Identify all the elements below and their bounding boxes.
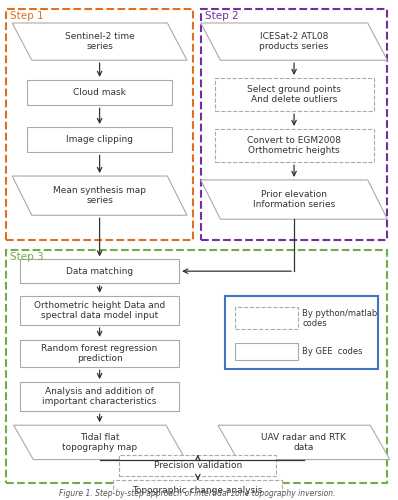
FancyBboxPatch shape [20,296,179,325]
Text: Image clipping: Image clipping [66,135,133,144]
Text: By GEE  codes: By GEE codes [302,347,363,356]
Polygon shape [14,425,185,460]
Text: Tidal flat
topography map: Tidal flat topography map [62,432,137,452]
Text: Step 3: Step 3 [10,252,44,262]
FancyBboxPatch shape [215,78,374,112]
Text: Analysis and addition of
important characteristics: Analysis and addition of important chara… [43,387,157,406]
Text: Convert to EGM2008
Orthometric heights: Convert to EGM2008 Orthometric heights [247,136,341,156]
Polygon shape [201,180,387,219]
FancyBboxPatch shape [20,260,179,283]
FancyBboxPatch shape [235,308,298,329]
Text: Orthometric height Data and
spectral data model input: Orthometric height Data and spectral dat… [34,300,165,320]
Text: Mean synthesis map
series: Mean synthesis map series [53,186,146,206]
Polygon shape [218,425,390,460]
Text: ICESat-2 ATL08
products series: ICESat-2 ATL08 products series [259,32,329,52]
Text: Sentinel-2 time
series: Sentinel-2 time series [65,32,135,52]
Text: Precision validation: Precision validation [154,461,242,470]
Text: Step 1: Step 1 [10,11,44,21]
Text: UAV radar and RTK
data: UAV radar and RTK data [261,432,346,452]
FancyBboxPatch shape [235,343,298,360]
Text: Select ground points
And delete outliers: Select ground points And delete outliers [247,85,341,104]
Text: Cloud mask: Cloud mask [73,88,126,97]
Text: By python/matlab
codes: By python/matlab codes [302,308,378,328]
FancyBboxPatch shape [20,382,179,412]
FancyBboxPatch shape [27,127,172,152]
FancyBboxPatch shape [225,296,378,370]
FancyBboxPatch shape [20,340,179,367]
Text: Topographic change analysis: Topographic change analysis [133,486,263,496]
Text: Data matching: Data matching [66,266,133,276]
Polygon shape [201,23,387,60]
Text: Figure 1. Step-by-step approach of intertidal zone topography inversion.: Figure 1. Step-by-step approach of inter… [59,489,335,498]
FancyBboxPatch shape [119,454,276,476]
Polygon shape [12,176,187,216]
Text: Prior elevation
Information series: Prior elevation Information series [253,190,335,210]
Text: Random forest regression
prediction: Random forest regression prediction [41,344,158,364]
Text: Step 2: Step 2 [205,11,238,21]
Polygon shape [12,23,187,60]
FancyBboxPatch shape [113,480,282,500]
FancyBboxPatch shape [215,129,374,162]
FancyBboxPatch shape [27,80,172,106]
